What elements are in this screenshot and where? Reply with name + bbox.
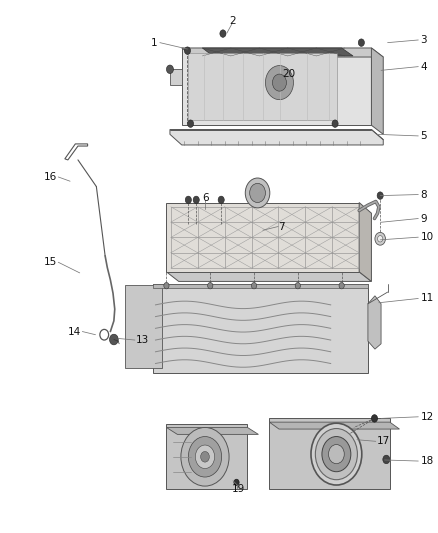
Text: 17: 17 (377, 437, 390, 446)
Polygon shape (166, 424, 247, 489)
Circle shape (295, 282, 300, 289)
Circle shape (375, 232, 385, 245)
Polygon shape (202, 48, 353, 56)
Text: 8: 8 (420, 190, 427, 199)
Circle shape (371, 415, 378, 422)
Text: 12: 12 (420, 412, 434, 422)
Polygon shape (182, 48, 371, 125)
Polygon shape (170, 130, 383, 145)
Text: 19: 19 (232, 484, 245, 494)
Polygon shape (166, 203, 359, 272)
Circle shape (195, 445, 215, 469)
Text: 3: 3 (420, 35, 427, 45)
Circle shape (164, 282, 169, 289)
Circle shape (328, 445, 344, 464)
Text: 18: 18 (420, 456, 434, 466)
Circle shape (181, 427, 229, 486)
Circle shape (188, 437, 222, 477)
Circle shape (184, 47, 191, 54)
Circle shape (311, 423, 362, 485)
Circle shape (220, 30, 226, 37)
Polygon shape (166, 272, 371, 281)
Text: 4: 4 (420, 62, 427, 71)
Circle shape (378, 236, 383, 242)
Circle shape (193, 196, 199, 204)
Text: 16: 16 (44, 172, 57, 182)
Text: 2: 2 (229, 17, 236, 26)
Circle shape (358, 39, 364, 46)
Polygon shape (368, 296, 381, 349)
Polygon shape (269, 422, 399, 429)
Circle shape (234, 479, 239, 486)
Polygon shape (170, 69, 182, 85)
Circle shape (265, 66, 293, 100)
Polygon shape (269, 418, 390, 489)
Text: 13: 13 (136, 335, 149, 345)
Circle shape (201, 451, 209, 462)
Polygon shape (188, 53, 337, 120)
Text: 7: 7 (278, 222, 285, 231)
Circle shape (332, 120, 338, 127)
Text: 5: 5 (420, 131, 427, 141)
Text: 14: 14 (68, 327, 81, 336)
Polygon shape (153, 284, 368, 373)
Polygon shape (371, 48, 383, 134)
Circle shape (218, 196, 224, 204)
Circle shape (245, 178, 270, 208)
Circle shape (185, 196, 191, 204)
Circle shape (315, 429, 357, 480)
Polygon shape (153, 284, 368, 288)
Text: 15: 15 (44, 257, 57, 267)
Circle shape (322, 437, 351, 472)
Polygon shape (166, 427, 258, 434)
Circle shape (110, 334, 118, 345)
Circle shape (250, 183, 265, 203)
Circle shape (258, 56, 301, 109)
Text: 1: 1 (151, 38, 158, 47)
Polygon shape (182, 48, 383, 57)
Text: 9: 9 (420, 214, 427, 223)
Circle shape (377, 192, 383, 199)
Circle shape (187, 120, 194, 127)
Circle shape (339, 282, 344, 289)
Text: 11: 11 (420, 294, 434, 303)
Circle shape (166, 65, 173, 74)
Circle shape (208, 282, 213, 289)
Circle shape (251, 282, 257, 289)
Polygon shape (359, 203, 371, 281)
Polygon shape (125, 285, 162, 368)
Text: 10: 10 (420, 232, 434, 242)
Text: 6: 6 (202, 193, 209, 203)
Circle shape (272, 74, 286, 91)
Text: 20: 20 (283, 69, 296, 78)
Circle shape (383, 455, 390, 464)
